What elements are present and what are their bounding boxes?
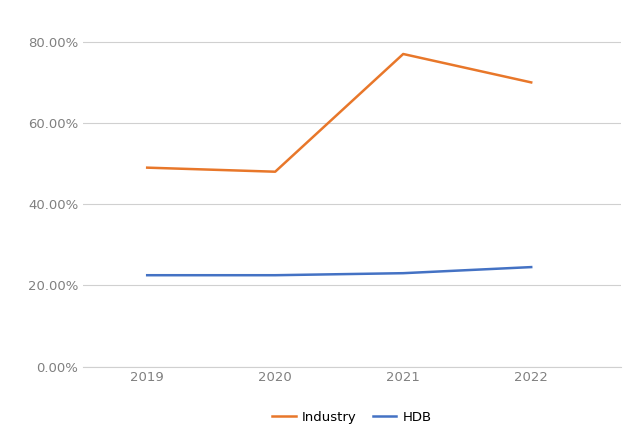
Line: HDB: HDB (147, 267, 531, 275)
Industry (143, 165, 151, 170)
Industry (527, 80, 535, 85)
HDB (271, 273, 279, 278)
HDB (399, 270, 407, 276)
Line: Industry: Industry (147, 54, 531, 172)
HDB (527, 265, 535, 270)
Industry (399, 51, 407, 57)
Legend: Industry, HDB: Industry, HDB (272, 410, 432, 423)
HDB (143, 273, 151, 278)
Industry (271, 169, 279, 174)
